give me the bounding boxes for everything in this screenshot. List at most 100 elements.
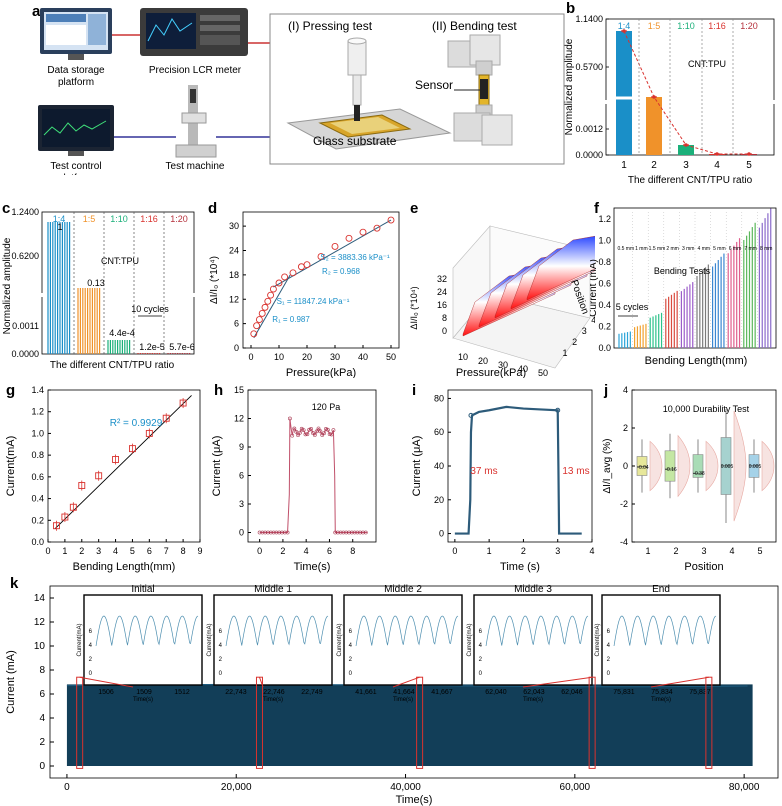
inset-y-title: Current(mA)	[595, 623, 601, 656]
panel-label-g: g	[6, 382, 16, 399]
y-tick-label: 0.8	[598, 257, 611, 267]
lcr-meter-icon	[140, 8, 248, 56]
y-tick-label: 4	[39, 713, 45, 724]
sample-point	[322, 431, 327, 436]
x-tick-label: 20	[302, 352, 312, 362]
sample-point	[325, 427, 330, 432]
data-point	[253, 322, 261, 330]
inset-y-tick: 0	[607, 671, 611, 677]
x-tick-label: 8	[181, 546, 186, 556]
inset-x-tick: 22,743	[225, 689, 247, 696]
plot-frame	[242, 211, 400, 349]
ratio-label-1: 1:4	[53, 214, 66, 224]
y-tick-label: 2	[623, 423, 628, 433]
y-tick-label: -4	[620, 537, 628, 547]
inset-x-tick: 41,661	[355, 689, 377, 696]
data-point	[331, 242, 339, 250]
sample-point	[349, 530, 354, 535]
x-tick-label: 50	[538, 368, 548, 378]
y-tick-label: 16	[437, 300, 447, 310]
chart-f: 0.0 0.2 0.4 0.6 0.8 1.0 1.2 0.5 mm 1 mm 1.5 mm 2 m…	[590, 207, 777, 367]
x-tick-label: 50	[386, 352, 396, 362]
x-tick-label: 1	[645, 546, 650, 556]
sample-point	[324, 427, 328, 431]
inset-title-4: Middle 3	[514, 584, 552, 595]
x-tick-label: 10	[458, 352, 468, 362]
chart-d: 0 10 20 30 40 50 0 6 12 18 24 30 S₂ = 3883.36 kPa⁻¹ R…	[209, 211, 400, 378]
y-tick-label: 6	[239, 471, 244, 481]
y-tick-label: 3	[239, 499, 244, 509]
x-tick-label: 0	[452, 546, 457, 556]
inset-frame-3	[343, 594, 463, 686]
panel-label-h: h	[214, 382, 224, 399]
x-axis-title: Time (s)	[500, 561, 540, 573]
mean-label-1: -0.04	[637, 465, 649, 471]
marker-arrow-5	[650, 676, 709, 688]
data-point	[275, 279, 283, 287]
y-tick-label: 0.0000	[575, 150, 603, 160]
rise-point	[468, 412, 474, 418]
y-tick-label: 1.4	[31, 385, 44, 395]
data-point	[145, 429, 153, 437]
value-label-4: 1.2e-5	[139, 342, 165, 352]
marker-arrow-3	[392, 676, 420, 688]
x-axis-title: Bending Length(mm)	[645, 355, 748, 367]
length-label-6: 4 mm	[698, 246, 711, 252]
sample-point	[333, 530, 338, 535]
inset-y-tick: 0	[349, 671, 353, 677]
violin-2	[677, 434, 691, 498]
x-tick-label: 60,000	[560, 782, 591, 793]
ratio-label-3: 1:10	[677, 21, 695, 31]
sample-point	[290, 433, 295, 438]
glass-substrate-label: Glass substrate	[313, 134, 397, 148]
y-tick-label: 1.1400	[575, 14, 603, 24]
inset-y-title: Current(mA)	[337, 623, 343, 656]
chart-title: 10,000 Durability Test	[663, 404, 750, 414]
inset-x-tick: 22,746	[263, 689, 285, 696]
y-tick-label: 0.0011	[12, 321, 39, 331]
x-tick-label: 10	[274, 352, 284, 362]
y-tick-label: 1.0	[598, 235, 611, 245]
y-tick-label: 0	[442, 326, 447, 336]
sample-point	[316, 426, 321, 431]
inset-title-3: Middle 2	[384, 584, 422, 595]
x-axis-title: The different CNT/TPU ratio	[628, 175, 753, 185]
bar-2	[646, 97, 662, 155]
r2-label: R² = 0.9929	[110, 418, 163, 429]
data-point	[52, 522, 60, 530]
sample-point	[311, 431, 315, 435]
inset-trace-5	[613, 615, 717, 647]
inset-trace-4	[485, 615, 589, 647]
y-tick-label: 0.8	[31, 450, 44, 460]
inset-x-title: Time(s)	[393, 697, 413, 703]
value-label-5: 5.7e-6	[169, 342, 195, 352]
length-label-4: 2 mm	[666, 246, 679, 252]
inset-x-title: Time(s)	[133, 697, 153, 703]
y-tick-label: 60	[434, 427, 444, 437]
sample-point	[347, 530, 351, 535]
length-label-9: 7 mm	[744, 246, 757, 252]
plot-frame	[49, 585, 779, 779]
inset-x-tick: 62,046	[561, 689, 583, 696]
inset-y-tick: 0	[219, 671, 223, 677]
ratio-label-2: 1:5	[83, 214, 96, 224]
x-tick-label: 2	[79, 546, 84, 556]
x-axis-title: The different CNT/TPU ratio	[50, 360, 175, 371]
data-storage-monitor-icon	[40, 8, 112, 60]
sample-point	[282, 530, 287, 535]
sample-point	[312, 433, 317, 437]
inset-y-tick: 4	[607, 643, 611, 649]
box-2	[664, 450, 676, 482]
sample-point	[318, 429, 323, 434]
signal-band	[66, 684, 753, 766]
inset-x-tick: 62,043	[523, 689, 545, 696]
box-1	[636, 456, 648, 476]
x-tick-label: 4	[729, 546, 734, 556]
y-tick-label: 9	[239, 442, 244, 452]
sample-point	[327, 432, 332, 437]
x-tick-label: 20,000	[221, 782, 252, 793]
sample-point	[309, 426, 313, 431]
test-machine-label: Test machine	[166, 161, 225, 172]
inset-y-tick: 4	[219, 643, 223, 649]
